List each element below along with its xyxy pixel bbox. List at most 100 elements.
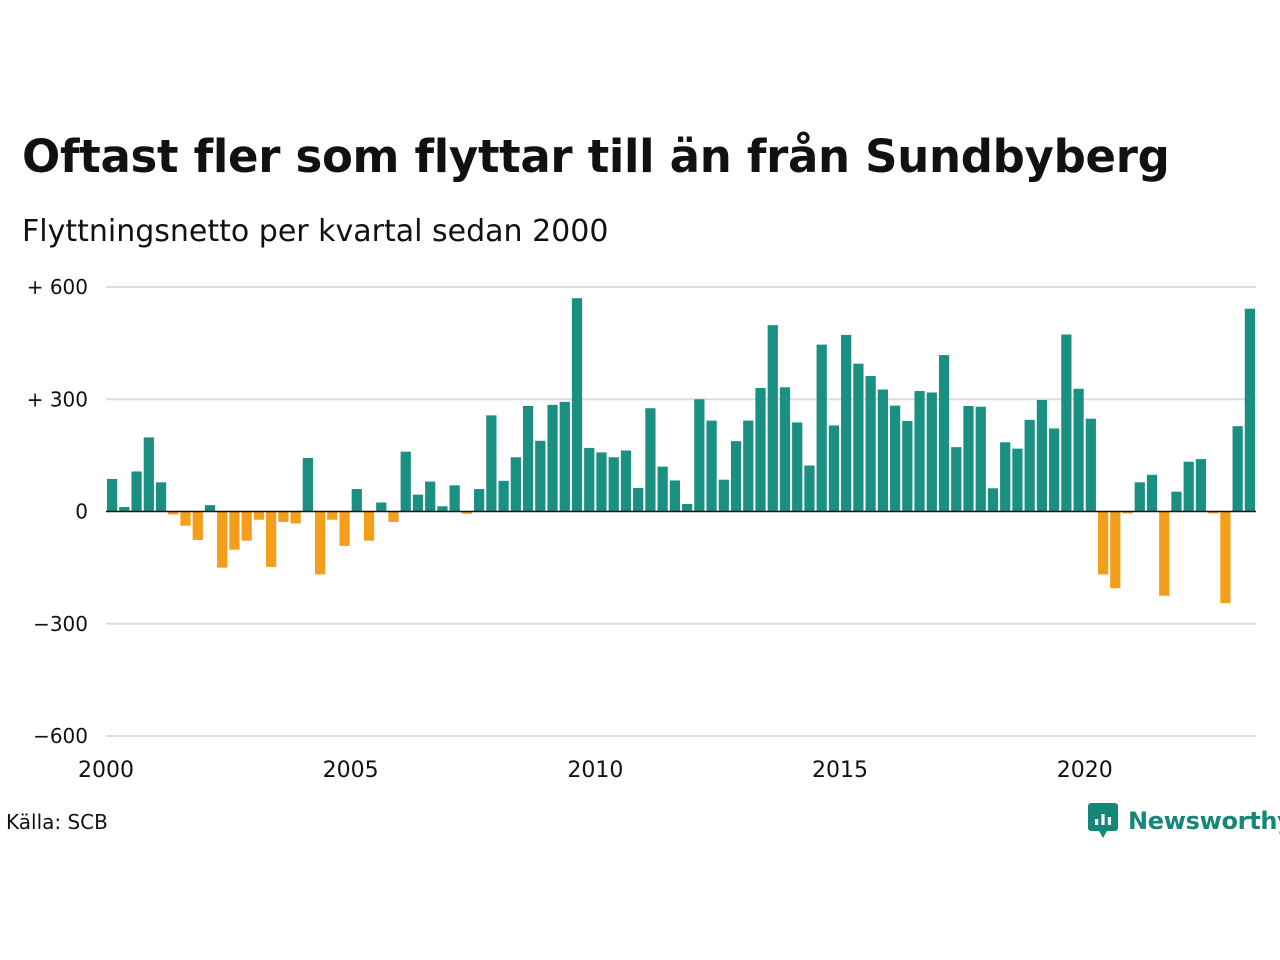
bar-2001Q2 [168, 511, 179, 515]
bar-2011Q1 [645, 408, 656, 512]
bar-2012Q1 [694, 399, 705, 512]
bar-2000Q4 [143, 437, 154, 512]
bar-2014Q3 [816, 344, 827, 512]
bar-2001Q4 [192, 511, 203, 540]
bar-2000Q2 [119, 507, 130, 512]
bar-2008Q2 [510, 457, 521, 512]
bar-2011Q4 [682, 504, 693, 512]
bar-2022Q1 [1183, 461, 1194, 512]
bar-2009Q3 [571, 298, 583, 512]
bar-2004Q3 [327, 511, 338, 520]
bar-2006Q4 [437, 506, 448, 512]
bar-2011Q2 [657, 466, 668, 512]
bar-2014Q1 [792, 422, 803, 512]
bar-2015Q2 [853, 363, 864, 512]
source-label: Källa: SCB [6, 810, 108, 834]
bar-2021Q1 [1134, 482, 1145, 512]
bar-2013Q4 [779, 387, 791, 512]
bar-2016Q2 [902, 420, 913, 512]
bar-2003Q3 [278, 511, 289, 522]
bar-2021Q3 [1159, 511, 1170, 596]
bar-2020Q1 [1085, 418, 1096, 512]
bar-2004Q2 [314, 511, 326, 575]
y-tick-label: 0 [75, 500, 88, 524]
bar-2019Q4 [1073, 388, 1084, 512]
bar-2004Q4 [339, 511, 350, 546]
bar-2008Q1 [498, 480, 509, 512]
bar-2013Q1 [743, 420, 754, 512]
bar-2016Q1 [889, 405, 901, 512]
bar-2022Q3 [1208, 511, 1219, 514]
y-tick-label: + 600 [27, 275, 88, 299]
bar-2019Q2 [1049, 428, 1060, 512]
bar-2020Q4 [1122, 511, 1133, 514]
newsworthy-logo-icon [1088, 803, 1118, 838]
x-tick-label: 2015 [812, 758, 868, 783]
bar-2016Q3 [914, 391, 925, 512]
bar-2018Q1 [987, 488, 999, 512]
bar-2009Q1 [547, 404, 558, 512]
chart-subtitle: Flyttningsnetto per kvartal sedan 2000 [22, 214, 609, 249]
bar-2020Q2 [1097, 511, 1109, 575]
bar-2001Q3 [180, 511, 191, 526]
bar-2001Q1 [155, 482, 167, 512]
bar-2003Q2 [266, 511, 277, 567]
bar-2021Q4 [1171, 491, 1182, 512]
brand-name: Newsworthy [1128, 807, 1280, 835]
bar-2016Q4 [926, 392, 937, 512]
y-tick-label: + 300 [27, 387, 88, 411]
bar-2006Q3 [425, 481, 436, 512]
bar-2000Q3 [131, 471, 142, 512]
x-tick-label: 2005 [323, 758, 379, 783]
y-tick-label: −300 [33, 612, 88, 636]
bar-2000Q1 [107, 478, 118, 512]
bar-2015Q3 [865, 376, 876, 512]
bar-2007Q4 [486, 415, 497, 512]
bar-2018Q4 [1024, 419, 1035, 512]
bar-2002Q4 [241, 511, 252, 541]
bar-2012Q3 [718, 479, 729, 512]
bar-2007Q2 [461, 511, 473, 514]
chart-title: Oftast fler som flyttar till än från Sun… [22, 130, 1170, 183]
bar-2013Q3 [767, 325, 778, 512]
bar-2010Q2 [608, 457, 619, 512]
bar-2022Q2 [1195, 459, 1207, 512]
bar-2023Q2 [1244, 308, 1255, 512]
bar-2008Q3 [522, 405, 534, 512]
bar-2012Q2 [706, 420, 717, 512]
bar-2005Q3 [376, 502, 387, 512]
bar-2005Q2 [363, 511, 375, 541]
bar-2007Q3 [474, 489, 485, 512]
bar-2006Q2 [412, 494, 424, 512]
bar-2023Q1 [1232, 426, 1243, 512]
bar-2017Q4 [975, 406, 986, 512]
bar-2002Q1 [204, 505, 216, 512]
bar-2003Q4 [290, 511, 301, 524]
bar-2011Q3 [669, 480, 680, 512]
bar-2002Q3 [229, 511, 240, 550]
bar-2015Q4 [877, 389, 888, 512]
bar-2013Q2 [755, 388, 766, 512]
bar-2017Q2 [951, 447, 962, 512]
bar-2009Q4 [584, 447, 595, 512]
bar-2010Q4 [633, 487, 644, 512]
bar-2015Q1 [841, 334, 852, 512]
bar-2003Q1 [253, 511, 265, 520]
x-tick-label: 2020 [1057, 758, 1113, 783]
bar-2017Q1 [938, 355, 950, 512]
bar-2009Q2 [559, 401, 570, 512]
bar-2022Q4 [1220, 511, 1231, 604]
brand-logo: Newsworthy [1088, 803, 1280, 839]
bar-2010Q1 [596, 452, 607, 512]
x-tick-label: 2000 [78, 758, 134, 783]
bar-2010Q3 [620, 450, 632, 512]
bar-2012Q4 [730, 441, 742, 512]
bar-2019Q3 [1061, 334, 1072, 512]
bar-2007Q1 [449, 485, 460, 512]
bar-2006Q1 [400, 451, 411, 512]
bar-2008Q4 [535, 440, 546, 512]
bar-2014Q2 [804, 465, 815, 512]
bar-2005Q4 [388, 511, 399, 522]
bar-2005Q1 [351, 489, 362, 512]
